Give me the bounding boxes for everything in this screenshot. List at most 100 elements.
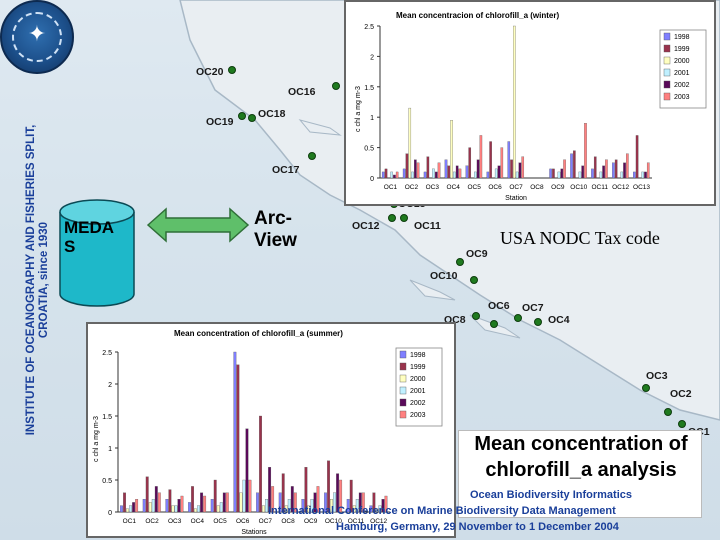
legend-entry: 2001 <box>674 70 690 77</box>
bar-OC7-1999 <box>259 415 262 513</box>
station-label: OC3 <box>646 370 668 382</box>
x-tick-label: OC3 <box>168 518 182 525</box>
bar-OC6-1999 <box>236 364 240 513</box>
station-dot <box>388 214 396 222</box>
bar-OC9-2000 <box>307 505 311 513</box>
bar-OC3-2000 <box>171 505 175 513</box>
bar-OC13-2001 <box>641 171 644 179</box>
bar-OC7-2000 <box>513 25 516 179</box>
bar-OC2-2002 <box>154 486 158 513</box>
bar-OC5-2000 <box>216 505 220 513</box>
x-tick-label: OC5 <box>467 184 481 191</box>
bar-OC11-2003 <box>605 159 608 179</box>
legend-swatch <box>399 350 407 359</box>
station-dot <box>472 312 480 320</box>
station-dot <box>678 420 686 428</box>
legend-entry: 2000 <box>674 58 690 65</box>
legend-entry: 2002 <box>410 400 426 407</box>
legend-swatch <box>663 80 671 89</box>
station-label: OC4 <box>548 314 570 326</box>
y-tick-label: 1.5 <box>364 85 374 92</box>
bar-OC2-2001 <box>411 171 414 179</box>
bar-OC9-1999 <box>552 168 555 179</box>
station-label: OC12 <box>352 220 380 232</box>
bar-OC7-2003 <box>521 156 525 179</box>
bar-OC10-1998 <box>570 153 573 179</box>
database-cylinder-icon <box>59 199 135 307</box>
bar-OC5-2002 <box>476 159 480 179</box>
bar-OC3-1998 <box>165 499 169 513</box>
bar-OC6-2001 <box>494 168 498 179</box>
institute-banner: INSTITUTE OF OCEANOGRAPHY AND FISHERIES … <box>18 72 54 492</box>
x-tick-label: OC13 <box>633 184 650 191</box>
x-tick-label: OC11 <box>591 184 608 191</box>
mean-concentration-text: Mean concentration of chlorofill_a analy… <box>474 433 688 481</box>
bar-OC13-2003 <box>646 162 650 179</box>
bar-OC6-2000 <box>239 492 243 513</box>
station-dot <box>332 82 340 90</box>
station-label: OC11 <box>414 220 441 232</box>
legend-swatch <box>663 92 671 101</box>
bar-OC12-2002 <box>381 499 385 513</box>
bar-OC3-2001 <box>174 505 178 513</box>
y-tick-label: 0.5 <box>364 146 374 153</box>
bar-OC13-2002 <box>644 171 647 179</box>
bar-OC12-1998 <box>612 162 615 179</box>
bar-OC5-2002 <box>222 492 226 513</box>
x-tick-label: OC7 <box>509 184 523 191</box>
bar-OC1-1999 <box>123 492 126 513</box>
bar-OC2-1998 <box>142 499 146 513</box>
y-tick-label: 1.5 <box>102 414 112 421</box>
bar-OC6-2001 <box>242 479 246 513</box>
bar-OC11-2001 <box>355 499 359 513</box>
bar-OC6-2002 <box>497 165 501 179</box>
bar-OC13-1999 <box>635 135 639 179</box>
legend-swatch <box>663 68 671 77</box>
bar-OC12-2001 <box>620 171 624 179</box>
bar-OC4-1998 <box>444 159 448 179</box>
station-label: OC17 <box>272 164 300 176</box>
summer-chart-svg: Mean concentration of chlorofill_a (summ… <box>93 329 443 536</box>
bar-OC7-1998 <box>507 141 511 179</box>
island-2 <box>409 279 456 301</box>
legend-swatch <box>399 386 407 395</box>
bar-OC10-2003 <box>339 479 343 513</box>
x-tick-label: OC10 <box>570 184 587 191</box>
bar-OC3-2002 <box>177 499 181 513</box>
bar-OC6-1998 <box>486 171 490 179</box>
bar-OC12-2002 <box>623 162 626 179</box>
bar-OC11-1998 <box>346 499 350 513</box>
bar-OC9-2001 <box>310 499 314 513</box>
x-tick-label: OC7 <box>259 518 273 525</box>
bar-OC10-2001 <box>333 492 337 513</box>
bar-OC11-1999 <box>593 156 597 179</box>
summer-chart: Mean concentration of chlorofill_a (summ… <box>86 322 456 538</box>
bar-OC2-2001 <box>151 499 155 513</box>
x-axis-label: Stations <box>241 529 267 536</box>
station-dot <box>664 408 672 416</box>
bar-OC4-1998 <box>188 502 191 513</box>
bar-OC1-1998 <box>381 171 385 179</box>
station-label: OC18 <box>258 108 286 120</box>
bar-OC12-2000 <box>375 508 379 513</box>
bar-OC4-2001 <box>197 505 201 513</box>
bar-OC3-2002 <box>434 171 438 179</box>
y-tick-label: 2 <box>108 382 112 389</box>
legend-swatch <box>399 410 407 419</box>
y-tick-label: 1 <box>108 446 112 453</box>
bar-OC3-1999 <box>426 156 430 179</box>
station-label: OC16 <box>288 86 316 98</box>
conference-subtitle: International Conference on Marine Biodi… <box>268 505 616 517</box>
y-axis-label: c chl a mg m-3 <box>355 86 362 132</box>
x-tick-label: OC2 <box>405 184 419 191</box>
bar-OC1-2002 <box>132 502 136 513</box>
bar-OC5-2001 <box>474 171 477 179</box>
station-label: OC10 <box>430 270 458 282</box>
y-tick-label: 2.5 <box>364 24 374 31</box>
bar-OC6-1999 <box>489 141 492 179</box>
x-tick-label: OC5 <box>213 518 227 525</box>
y-tick-label: 0 <box>370 176 374 183</box>
x-tick-label: OC8 <box>530 184 544 191</box>
bar-OC4-2000 <box>194 508 197 513</box>
bar-OC4-2001 <box>453 171 456 179</box>
